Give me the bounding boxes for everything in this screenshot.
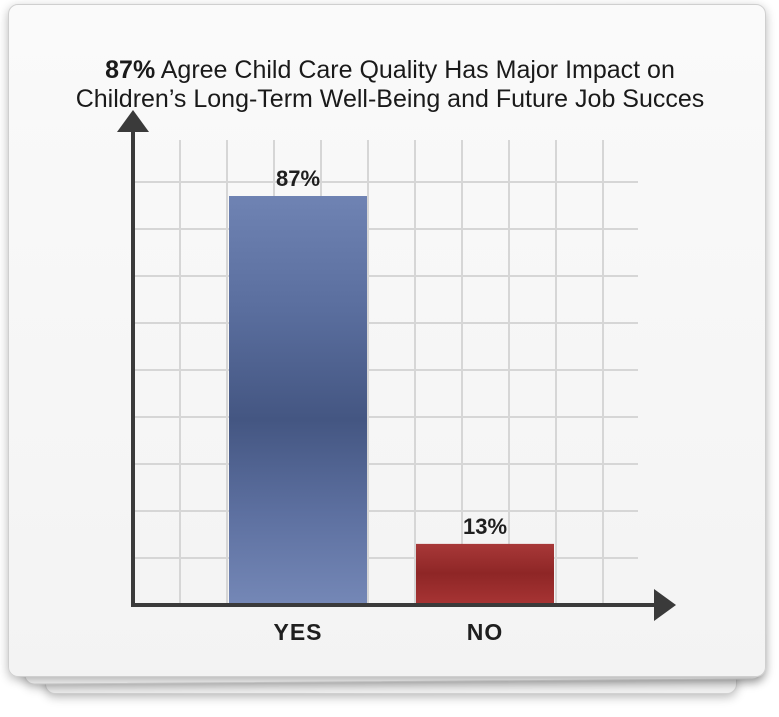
bar-yes — [229, 196, 367, 603]
bar-no — [416, 543, 554, 603]
y-axis-arrow-icon — [117, 110, 149, 132]
chart-title-line1: Agree Child Care Quality Has Major Impac… — [155, 56, 675, 84]
x-axis-arrow-icon — [654, 589, 676, 621]
chart-title: 87% Agree Child Care Quality Has Major I… — [40, 56, 740, 114]
data-label-no: 13% — [463, 514, 507, 539]
axes — [117, 110, 676, 621]
category-label-no: NO — [467, 619, 504, 645]
data-label-yes: 87% — [276, 166, 320, 191]
bars — [229, 196, 554, 603]
labels: 87% YES 13% NO — [273, 166, 507, 645]
chart-title-highlight: 87% — [105, 56, 156, 84]
category-label-yes: YES — [273, 619, 322, 645]
gridlines — [133, 140, 638, 605]
chart-title-line2: Children’s Long-Term Well-Being and Futu… — [75, 85, 705, 113]
